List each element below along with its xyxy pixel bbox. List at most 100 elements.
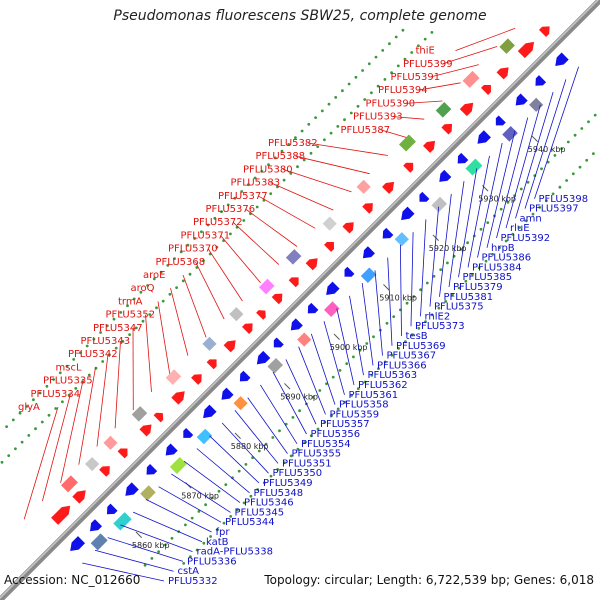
gene-leader-line	[260, 384, 298, 445]
gene-leader-line	[96, 354, 109, 447]
gc-dot-outer	[484, 259, 488, 263]
gene-leader-line	[486, 130, 516, 248]
gc-dot-outer	[249, 494, 253, 498]
gene-leader-line	[361, 282, 374, 366]
gc-dot-outer	[444, 300, 448, 303]
kbp-tick	[333, 333, 340, 340]
gc-dot-outer	[25, 405, 29, 408]
gene-label-reverse: cstA	[178, 566, 200, 577]
gc-dot-outer	[289, 454, 293, 458]
cds-reverse	[555, 52, 569, 66]
gc-dot-outer	[209, 535, 213, 538]
kbp-tick	[284, 383, 291, 390]
cds-forward	[117, 448, 128, 459]
feature-box	[502, 126, 518, 142]
gc-dot	[289, 172, 293, 175]
gc-dot	[580, 127, 584, 130]
gc-dot-outer	[417, 326, 421, 330]
gene-label-forward: mscL	[56, 362, 82, 373]
gc-dot	[417, 44, 420, 48]
gc-dot-outer	[585, 158, 589, 162]
gene-leader-line	[285, 359, 317, 425]
gene-label-reverse: PFLU5354	[301, 439, 351, 450]
gc-dot	[425, 281, 429, 285]
gene-label-forward: PFLU5370	[168, 244, 218, 255]
gene-label-forward: PFLU5399	[403, 59, 453, 70]
summary-label: Topology: circular; Length: 6,722,539 bp…	[264, 573, 594, 587]
gc-dot	[244, 463, 248, 466]
cds-reverse	[290, 318, 303, 331]
feature-box	[202, 336, 217, 351]
gene-leader-line	[209, 435, 260, 484]
feature-box	[169, 456, 187, 474]
gc-dot-outer	[58, 371, 62, 375]
gc-dot-outer	[343, 400, 347, 404]
gc-dot-outer	[206, 223, 210, 227]
gc-dot-outer	[498, 246, 501, 250]
gc-dot-outer	[397, 347, 400, 350]
feature-box	[356, 179, 371, 194]
gene-label-reverse: PFLU5379	[453, 282, 503, 293]
gene-leader-line	[417, 82, 461, 91]
gene-label-forward: PFLU5371	[181, 230, 231, 241]
gc-dot-outer	[112, 317, 116, 321]
gc-dot	[155, 306, 158, 310]
gc-dot-outer	[314, 116, 317, 119]
gene-label-forward: PFLU5335	[43, 376, 93, 387]
gc-dot-outer	[327, 102, 331, 106]
gene-label-forward: PFLU5394	[378, 85, 428, 96]
gc-dot-outer	[430, 313, 434, 317]
cds-reverse	[106, 503, 118, 515]
gene-leader-line	[272, 371, 307, 435]
gc-dot	[47, 413, 51, 417]
gc-dot-outer	[394, 35, 398, 39]
feature-box	[233, 396, 248, 411]
gc-dot	[143, 563, 147, 567]
cds-forward	[459, 102, 474, 117]
gene-leader-line	[60, 380, 84, 483]
cds-reverse	[221, 387, 234, 400]
gene-label-reverse: PFLU5361	[349, 390, 399, 401]
kbp-label: 5890 kbp	[280, 392, 318, 401]
kbp-label: 5920 kbp	[429, 244, 467, 253]
gc-dot	[121, 340, 125, 343]
gc-dot-outer	[166, 264, 170, 267]
gc-dot	[195, 266, 199, 269]
gene-leader-line	[257, 195, 316, 229]
gc-dot	[0, 460, 4, 464]
gc-dot	[372, 335, 375, 339]
gene-label-reverse: PFLU5381	[444, 292, 494, 303]
gc-dot-outer	[316, 427, 320, 431]
gene-label-forward: PFLU5342	[68, 349, 118, 360]
feature-box	[431, 196, 448, 213]
gene-leader-line	[467, 155, 490, 268]
gene-label-reverse: PFLU5386	[482, 253, 532, 264]
gc-dot-outer	[179, 250, 183, 254]
gc-dot	[403, 57, 407, 61]
gc-dot-outer	[240, 190, 244, 193]
gc-dot	[390, 71, 393, 75]
gc-dot	[101, 360, 105, 363]
gc-dot	[376, 84, 380, 88]
gene-leader-line	[94, 549, 174, 572]
gc-dot-outer	[193, 237, 197, 240]
gene-leader-line	[245, 208, 298, 247]
cds-forward	[305, 258, 318, 271]
gene-leader-line	[448, 181, 465, 288]
gc-dot	[163, 543, 167, 547]
gene-leader-line	[114, 340, 121, 429]
gene-label-reverse: PFLU5369	[396, 341, 446, 352]
gc-dot-outer	[545, 199, 548, 203]
gc-dot	[181, 279, 185, 283]
gc-dot-outer	[401, 28, 405, 32]
cds-forward	[288, 277, 299, 288]
gc-dot	[242, 219, 246, 222]
gene-label-reverse: rhlE2	[425, 311, 451, 322]
gene-leader-line	[477, 142, 503, 258]
gene-label-forward: PFLU5343	[81, 336, 131, 347]
gene-label-reverse: PFLU5332	[168, 576, 218, 587]
gene-label-forward: PFLU5387	[341, 125, 391, 136]
kbp-label: 5900 kbp	[330, 343, 368, 352]
gc-dot	[385, 321, 389, 325]
